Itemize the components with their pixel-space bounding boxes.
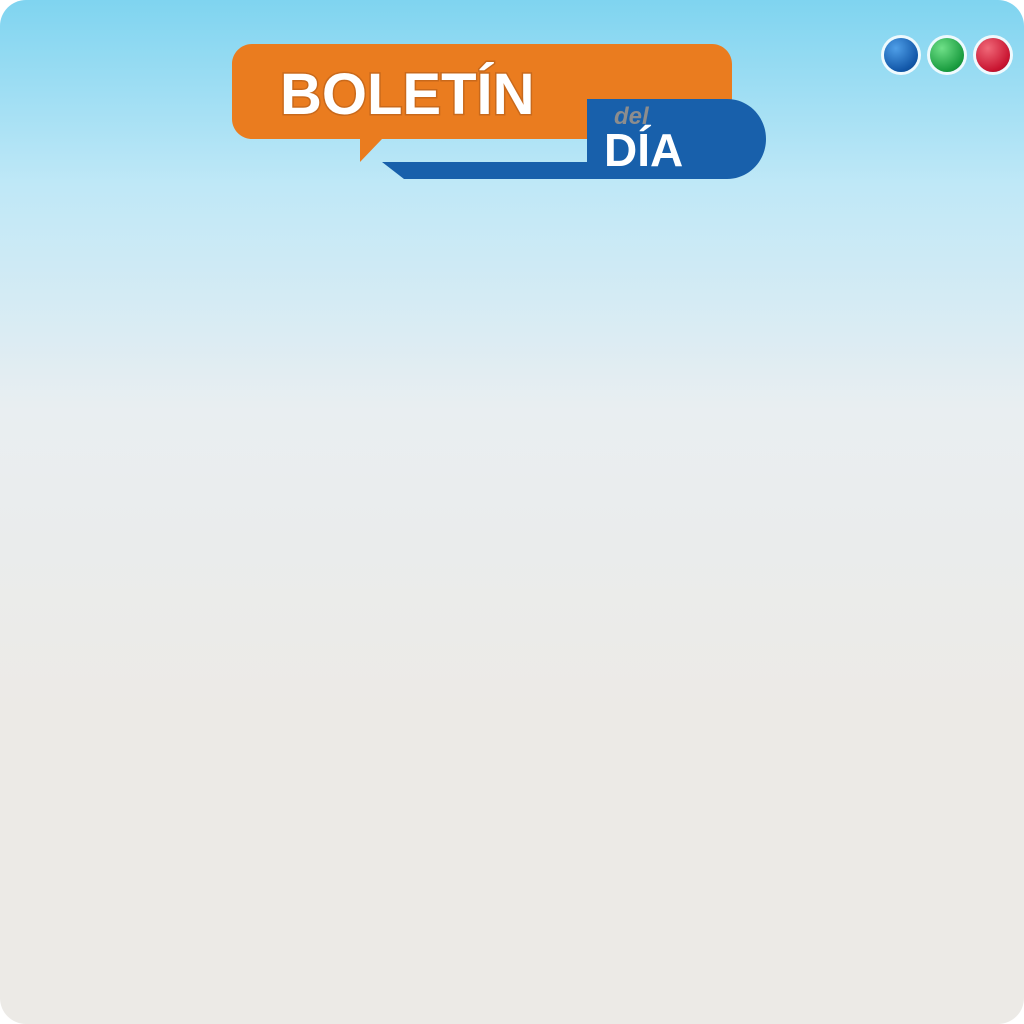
svg-text:DÍA: DÍA [604,124,683,176]
svg-text:BOLETÍN: BOLETÍN [280,62,535,127]
